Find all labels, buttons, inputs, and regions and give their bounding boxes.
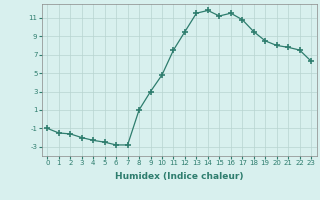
X-axis label: Humidex (Indice chaleur): Humidex (Indice chaleur) [115, 172, 244, 181]
